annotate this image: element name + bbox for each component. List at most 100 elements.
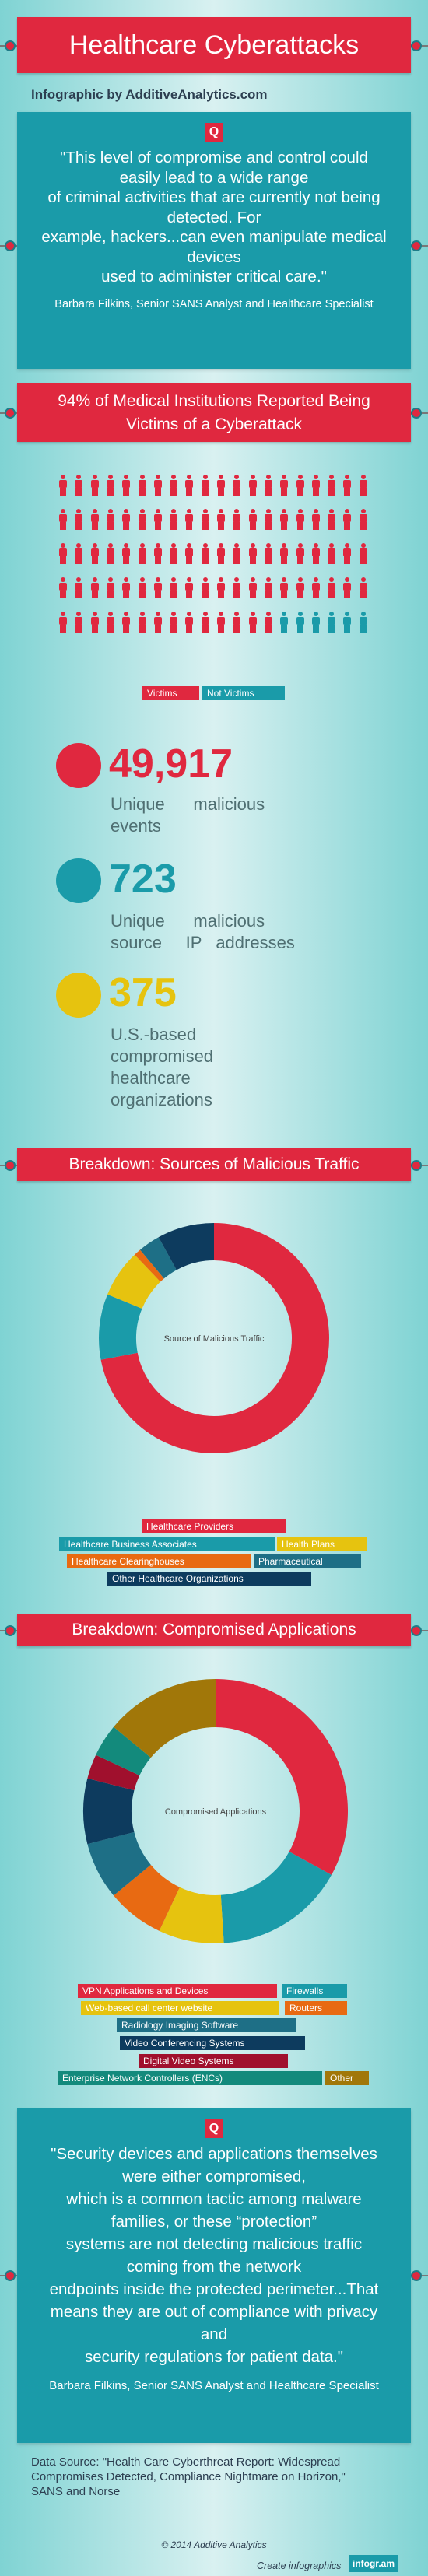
person-icon-victim [153, 509, 163, 531]
person-icon-victim [264, 543, 273, 565]
person-icon-victim [216, 612, 226, 633]
person-icon-victim [184, 543, 194, 565]
legend-item-healthcare-clearinghouses: Healthcare Clearinghouses [67, 1554, 251, 1568]
person-icon-not-victim [359, 612, 368, 633]
person-icon-victim [58, 475, 68, 496]
copyright: © 2014 Additive Analytics [161, 2539, 267, 2550]
person-icon-victim [184, 475, 194, 496]
person-icon-victim [106, 577, 115, 599]
legend-item-vpn-applications-and-devices: VPN Applications and Devices [78, 1984, 277, 1998]
quote-line: were either compromised, [122, 2168, 306, 2185]
quote-line: security regulations for patient data." [84, 2348, 344, 2366]
person-icon-victim [342, 577, 352, 599]
person-icon-victim [74, 543, 83, 565]
person-icon-victim [201, 577, 210, 599]
donut-slice-video-conferencing-systems [82, 1778, 135, 1845]
person-icon-not-victim [296, 612, 305, 633]
person-icon-victim [90, 577, 100, 599]
legend-item-health-plans: Health Plans [277, 1537, 367, 1551]
person-icon-victim [90, 612, 100, 633]
section-2-banner: Breakdown: Sources of Malicious Traffic [17, 1148, 411, 1181]
person-icon-victim [184, 577, 194, 599]
quote-line: of criminal activities that are currentl… [47, 188, 381, 206]
quote-line: devices [187, 247, 241, 266]
quote-line: used to administer critical care." [101, 268, 327, 286]
quote-line: endpoints inside the protected perimeter… [49, 2280, 379, 2298]
person-icon-victim [138, 612, 147, 633]
quote-2-author: Barbara Filkins, Senior SANS Analyst and… [49, 2379, 379, 2392]
section-3-banner: Breakdown: Compromised Applications [17, 1614, 411, 1646]
headline-line-2: Victims of a Cyberattack [125, 415, 303, 433]
person-icon-victim [184, 509, 194, 531]
stat-circle-ips [56, 858, 101, 903]
person-icon-victim [296, 577, 305, 599]
person-icon-victim [327, 509, 336, 531]
headline-banner: 94% of Medical Institutions Reported Bei… [17, 383, 411, 442]
stat-circle-events [56, 743, 101, 788]
person-icon-victim [216, 543, 226, 565]
legend-item-firewalls: Firewalls [282, 1984, 347, 1998]
person-icon-victim [248, 509, 258, 531]
person-icon-victim [232, 612, 241, 633]
stat-label-orgs: U.S.-based compromised healthcare organizat… [111, 1025, 214, 1109]
quote-1-text: "This level of compromise and control co… [17, 148, 411, 287]
person-icon-victim [138, 509, 147, 531]
person-icon-victim [121, 612, 131, 633]
person-icon-victim [74, 577, 83, 599]
stat-value-events: 49,917 [109, 741, 233, 787]
legend-item-pharmaceutical: Pharmaceutical [254, 1554, 361, 1568]
donut-slice-web-based-call-center-website [159, 1887, 224, 1943]
donut-slice-digital-video-systems [87, 1754, 140, 1791]
person-icon-victim [121, 577, 131, 599]
data-source: Data Source: "Health Care Cyberthreat Re… [31, 2455, 346, 2498]
person-icon-victim [232, 543, 241, 565]
donut-slice-other-healthcare-organizations [158, 1223, 214, 1270]
section-3-title: Breakdown: Compromised Applications [72, 1621, 356, 1638]
quote-line: means they are out of compliance with pr… [50, 2303, 378, 2321]
title-banner: Healthcare Cyberattacks [17, 17, 411, 73]
person-icon-victim [264, 612, 273, 633]
person-icon-victim [342, 543, 352, 565]
person-icon-victim [169, 509, 178, 531]
person-icon-victim [58, 577, 68, 599]
infogram-logo[interactable]: infogr.am [349, 2555, 398, 2572]
person-icon-victim [138, 543, 147, 565]
stat-circle-orgs [56, 973, 101, 1018]
person-icon-victim [264, 475, 273, 496]
quote-line: detected. For [167, 208, 261, 226]
person-icon-victim [327, 475, 336, 496]
stat-value-ips: 723 [109, 857, 177, 902]
person-icon-victim [90, 475, 100, 496]
person-icon-victim [106, 475, 115, 496]
donut-slice-other [114, 1679, 216, 1758]
legend-not-victims: Not Victims [202, 686, 285, 700]
person-icon-victim [279, 543, 289, 565]
donut-chart-applications: Compromised Applications [82, 1679, 349, 1943]
person-icon-victim [232, 509, 241, 531]
person-icon-victim [58, 612, 68, 633]
person-icon-victim [201, 475, 210, 496]
person-icon-victim [232, 577, 241, 599]
donut-slice-healthcare-business-associates [99, 1294, 142, 1360]
person-icon-victim [153, 543, 163, 565]
donut-slice-healthcare-providers [100, 1223, 329, 1453]
person-icon-victim [232, 475, 241, 496]
legend-item-other: Other [325, 2071, 369, 2085]
quote-line: example, hackers...can even manipulate m… [41, 228, 387, 246]
person-icon-victim [169, 543, 178, 565]
quote-box-1: Q "This level of compromise and control … [17, 112, 411, 369]
donut-slice-routers [114, 1864, 181, 1931]
person-icon-victim [311, 577, 321, 599]
person-icon-victim [327, 543, 336, 565]
person-icon-victim [311, 543, 321, 565]
person-icon-victim [58, 543, 68, 565]
person-icon-victim [138, 475, 147, 496]
person-icon-victim [138, 577, 147, 599]
person-icon-victim [359, 475, 368, 496]
donut-slice-pharmaceutical [139, 1237, 177, 1279]
person-icon-victim [169, 612, 178, 633]
person-icon-victim [90, 543, 100, 565]
legend-item-routers: Routers [285, 2001, 347, 2015]
person-icon-victim [106, 543, 115, 565]
stat-label-ips: Unique malicious source IP addresses [111, 911, 295, 952]
